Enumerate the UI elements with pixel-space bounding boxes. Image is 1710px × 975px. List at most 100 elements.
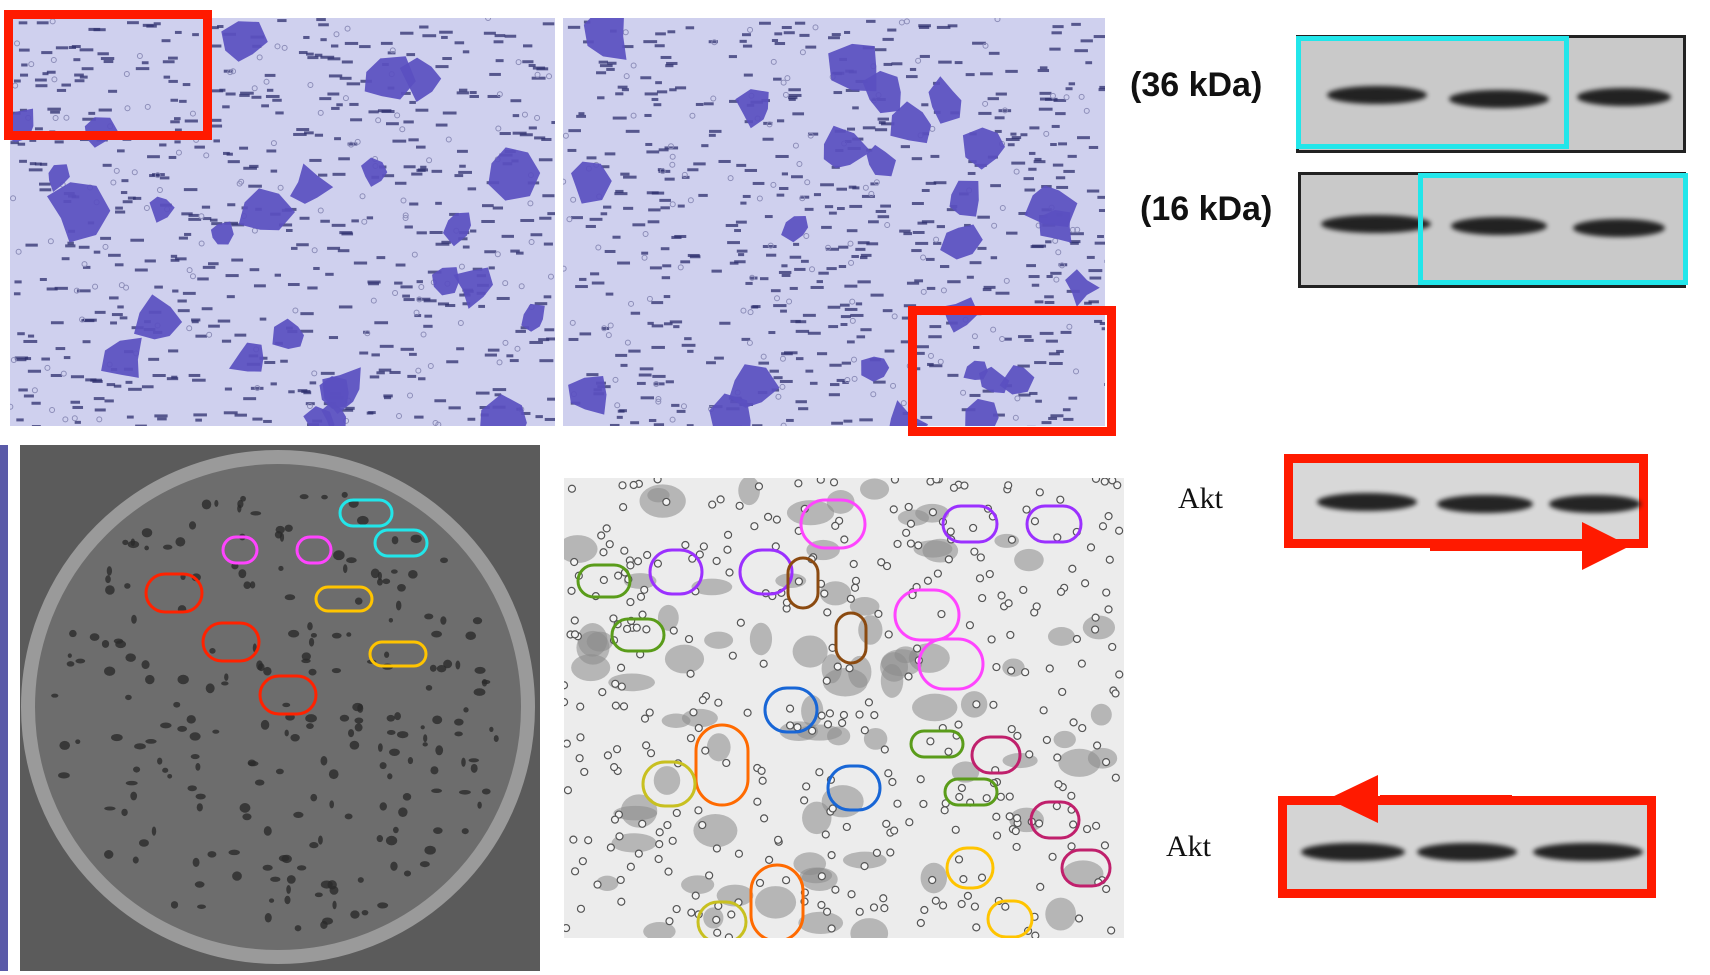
pore-mark <box>802 313 816 317</box>
pore-mark <box>1080 39 1093 43</box>
pore-mark <box>568 337 579 341</box>
pore-circle <box>842 822 851 832</box>
pore-circle <box>642 625 651 634</box>
pore-circle <box>576 702 585 711</box>
pore-mark <box>742 33 751 37</box>
pore-mark <box>749 276 758 280</box>
pore-mark <box>234 413 247 417</box>
pore-circle <box>699 542 708 551</box>
colony <box>106 566 113 576</box>
pore-mark <box>654 44 665 48</box>
pore-mark <box>152 374 166 378</box>
pore-mark <box>280 359 288 363</box>
pore-mark <box>788 96 798 100</box>
pore-mark <box>644 113 652 117</box>
blot-band <box>1577 88 1671 106</box>
pore-mark <box>930 154 940 158</box>
colony <box>187 785 197 792</box>
pore-mark <box>94 310 106 314</box>
pore-mark <box>407 374 417 378</box>
pore-mark <box>750 305 759 309</box>
pore-circle <box>669 161 676 168</box>
pore-circle <box>868 190 875 197</box>
pore-mark <box>998 109 1012 113</box>
pore-circle <box>817 872 826 881</box>
pore-mark <box>1003 308 1012 312</box>
pore-circle <box>992 662 1001 672</box>
pore-circle <box>727 175 734 182</box>
annotation-ring <box>696 900 748 938</box>
pore-mark <box>252 417 263 421</box>
colony <box>131 614 137 624</box>
pore-circle <box>1007 724 1016 734</box>
pore-mark <box>843 419 853 423</box>
stained-cells-image <box>564 478 1124 938</box>
pore-circle <box>292 307 299 314</box>
pore-circle <box>402 214 409 221</box>
pore-mark <box>307 286 318 290</box>
pore-circle <box>344 25 351 32</box>
pore-mark <box>921 103 929 107</box>
pore-mark <box>768 331 776 335</box>
pore-mark <box>159 176 170 180</box>
cell-body <box>951 761 980 783</box>
pore-mark <box>759 21 771 25</box>
pore-mark <box>534 136 546 140</box>
pore-mark <box>202 265 216 269</box>
pore-circle <box>669 416 676 423</box>
colony <box>320 755 328 766</box>
pore-mark <box>510 99 522 103</box>
pore-mark <box>227 160 240 164</box>
colony <box>214 499 219 507</box>
colony <box>333 550 345 561</box>
pore-circle <box>849 317 856 324</box>
pore-circle <box>576 733 585 742</box>
colony <box>284 594 296 601</box>
pore-mark <box>374 321 389 325</box>
pore-mark <box>339 408 354 412</box>
pore-mark <box>191 320 199 324</box>
pore-circle <box>251 227 258 234</box>
pore-circle <box>1012 814 1022 823</box>
pore-mark <box>1097 235 1104 239</box>
pore-mark <box>1067 154 1077 158</box>
pore-mark <box>494 34 506 38</box>
pore-circle <box>136 53 143 60</box>
pore-mark <box>578 112 585 116</box>
pore-circle <box>838 718 847 728</box>
pore-circle <box>79 316 86 323</box>
pore-mark <box>568 129 581 133</box>
pore-circle <box>495 125 502 132</box>
pore-circle <box>435 421 442 426</box>
pore-mark <box>791 175 803 179</box>
pore-circle <box>496 91 503 98</box>
pore-mark <box>135 424 147 426</box>
pore-mark <box>605 292 614 296</box>
pore-mark <box>1023 177 1034 181</box>
pore-mark <box>528 64 536 68</box>
colony <box>268 898 275 903</box>
pore-mark <box>1045 240 1052 244</box>
annotation-ring <box>749 863 805 938</box>
pore-mark <box>649 266 662 270</box>
pore-mark <box>653 103 662 107</box>
pore-circle <box>822 676 831 685</box>
pore-mark <box>538 158 553 162</box>
pore-mark <box>1028 151 1036 155</box>
pore-mark <box>539 216 552 220</box>
pore-mark <box>487 348 500 352</box>
pore-mark <box>23 394 34 398</box>
pore-mark <box>39 188 52 192</box>
pore-mark <box>400 347 414 351</box>
pore-circle <box>893 799 902 808</box>
stained-cell <box>238 188 295 231</box>
pore-mark <box>586 373 599 377</box>
pore-mark <box>309 158 322 162</box>
pore-circle <box>645 708 654 717</box>
pore-circle <box>960 389 967 396</box>
pore-mark <box>995 291 1010 295</box>
pore-mark <box>1088 269 1103 273</box>
colony <box>89 633 100 641</box>
pore-mark <box>239 93 250 97</box>
pore-circle <box>12 82 19 89</box>
